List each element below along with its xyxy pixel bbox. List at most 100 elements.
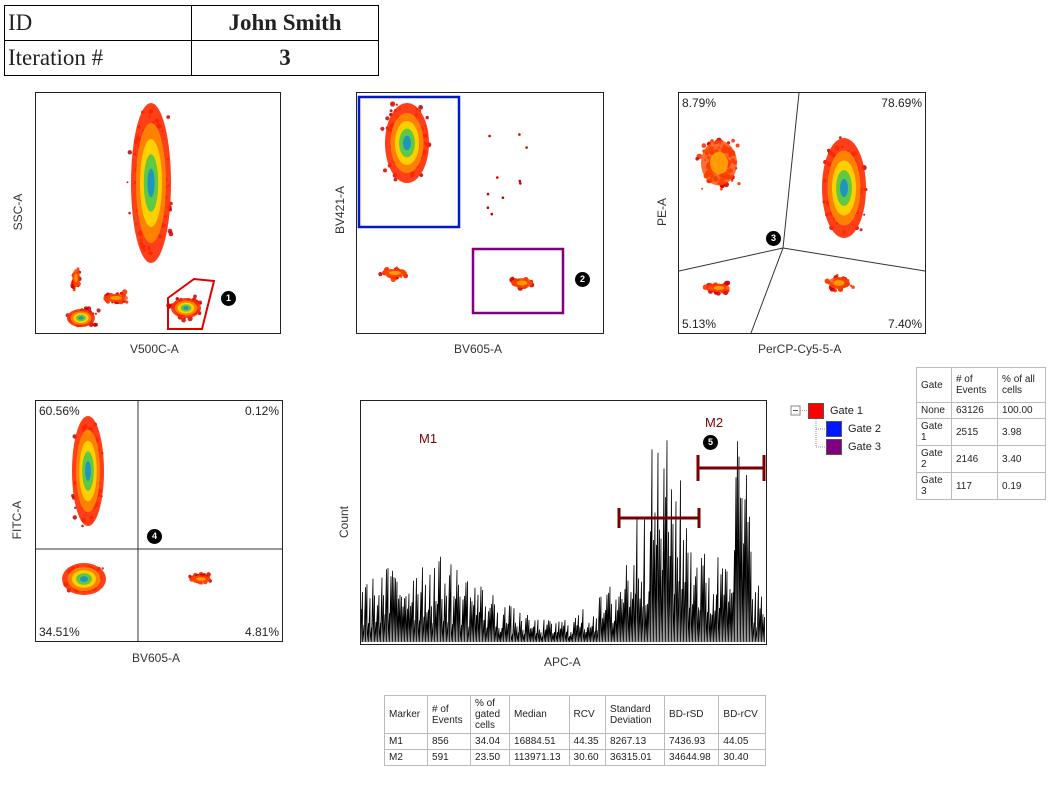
gate3-rectangle[interactable] [471, 247, 565, 315]
marker-m1[interactable] [617, 508, 701, 528]
gate-tree: Gate 1 Gate 2 Gate 3 [790, 402, 910, 462]
plot4-quadrant-tr: 0.12% [244, 404, 279, 418]
plot1-ylabel: SSC-A [11, 193, 25, 231]
marker-table-header: Marker # of Events % of gated cells Medi… [383, 695, 766, 734]
plot2-outlier [488, 134, 491, 138]
plot4-population-tl [71, 416, 104, 528]
gate-table-header: Gate # of Events % of all cells [916, 367, 1046, 403]
cell: 113971.13 [509, 749, 570, 766]
plot3-population-br [824, 273, 855, 293]
plot4-quadrant-bl: 34.51% [39, 625, 80, 639]
plot4-quadrant-br: 4.81% [244, 625, 279, 639]
marker-table-h3: Median [509, 695, 570, 734]
plot3-quadrant-tl: 8.79% [682, 96, 717, 110]
marker-table-h7: BD-rCV [718, 695, 766, 734]
table-row: Gate 1 2515 3.98 [916, 418, 1046, 446]
table-row: M2 591 23.50 113971.13 30.60 36315.01 34644.98… [383, 749, 766, 766]
plot-pe-percp: 8.79% 78.69% 5.13% 7.40% [678, 92, 926, 334]
plot-histogram-apc: M1 M2 [360, 400, 767, 645]
header-key-id: ID [4, 5, 192, 41]
plot3-quad-line-top[interactable] [782, 93, 800, 249]
cell: 7436.93 [664, 733, 720, 750]
marker-table-h4: RCV [568, 695, 607, 734]
plot4-quadrant-tl: 60.56% [39, 404, 80, 418]
cell: 8267.13 [605, 733, 666, 750]
plot4-ylabel: FITC-A [10, 500, 24, 540]
cell: Gate 3 [916, 472, 952, 500]
cell: 16884.51 [509, 733, 570, 750]
plot5-ylabel: Count [337, 505, 351, 539]
plot3-ylabel: PE-A [655, 198, 669, 227]
plot3-quad-line-left[interactable] [679, 247, 784, 272]
cell: 100.00 [997, 402, 1046, 419]
plot2-outlier [519, 182, 522, 185]
plot2-outlier [518, 133, 521, 136]
plot3-xlabel: PerCP-Cy5-5-A [758, 342, 842, 356]
gate3-swatch [826, 439, 842, 455]
gate-tree-item-2[interactable]: Gate 2 [826, 421, 881, 437]
header-value-iteration: 3 [191, 40, 379, 76]
gate-tree-item-1[interactable]: Gate 1 [808, 403, 863, 419]
plot5-canvas [361, 440, 766, 643]
marker-table-h6: BD-rSD [664, 695, 720, 734]
plot4-population-bl [62, 563, 106, 595]
plot2-xlabel: BV605-A [454, 342, 503, 356]
plot2-canvas [357, 95, 565, 315]
cell: 3.98 [997, 418, 1046, 446]
plot1-canvas [65, 103, 216, 330]
cell: M1 [383, 733, 429, 750]
cell: 34.04 [470, 733, 511, 750]
plot2-outlier [490, 212, 494, 216]
plot3-quadrant-br: 7.40% [887, 317, 922, 331]
table-row: None 63126 100.00 [916, 402, 1046, 419]
plot5-xlabel: APC-A [544, 655, 581, 669]
plot3-canvas [679, 93, 925, 333]
plot1-population-main [126, 103, 174, 263]
gate-tree-item-3[interactable]: Gate 3 [826, 439, 881, 455]
cell: 34644.98 [664, 749, 720, 766]
cell: 2146 [950, 445, 999, 473]
header-row-id: ID John Smith [4, 5, 379, 41]
plot1-population-bridge [103, 289, 129, 305]
plot3-quad-line-right[interactable] [782, 247, 925, 272]
cell: 44.35 [568, 733, 607, 750]
marker-m2[interactable] [696, 455, 766, 481]
marker-stats-table: Marker # of Events % of gated cells Medi… [383, 695, 766, 766]
plot2-outlier [525, 146, 528, 149]
cell: None [916, 402, 952, 419]
header-row-iteration: Iteration # 3 [4, 40, 379, 76]
plot3-population-tr [822, 136, 868, 238]
plot2-outlier [486, 192, 490, 196]
plot3-quad-line-bottom[interactable] [750, 247, 784, 333]
plot-ssc-v500c [35, 92, 281, 334]
gate2-rectangle[interactable] [357, 95, 461, 229]
cell: 117 [950, 472, 999, 500]
cell: 63126 [950, 402, 999, 419]
plot1-population-low [65, 306, 101, 328]
gate1-polygon[interactable] [167, 277, 216, 330]
plot3-population-bl [702, 280, 731, 296]
cell: 36315.01 [605, 749, 666, 766]
gate-stats-table: Gate # of Events % of all cells None 6312… [916, 367, 1046, 500]
cell: Gate 2 [916, 445, 952, 473]
marker-m2-label: M2 [705, 415, 724, 430]
plot1-population-right [166, 294, 202, 323]
plot4-canvas [36, 401, 282, 641]
marker-table-h0: Marker [383, 695, 429, 734]
marker-m1-label: M1 [419, 431, 438, 446]
cell: 0.19 [997, 472, 1046, 500]
table-row: Gate 3 117 0.19 [916, 472, 1046, 500]
plot-bv421-bv605 [356, 92, 604, 334]
plot4-population-br [188, 571, 212, 585]
table-row: Gate 2 2146 3.40 [916, 445, 1046, 473]
cell: 3.40 [997, 445, 1046, 473]
header-table: ID John Smith Iteration # 3 [4, 5, 379, 76]
marker-table-h2: % of gated cells [470, 695, 511, 734]
plot4-xlabel: BV605-A [132, 651, 181, 665]
plot2-population-lower-left [378, 266, 408, 282]
plot3-quadrant-bl: 5.13% [682, 317, 717, 331]
plot-fitc-bv605: 60.56% 0.12% 34.51% 4.81% [35, 400, 283, 642]
cell: 856 [427, 733, 472, 750]
plot1-population-arm [70, 267, 82, 292]
gate-badge-2: 2 [575, 272, 590, 287]
